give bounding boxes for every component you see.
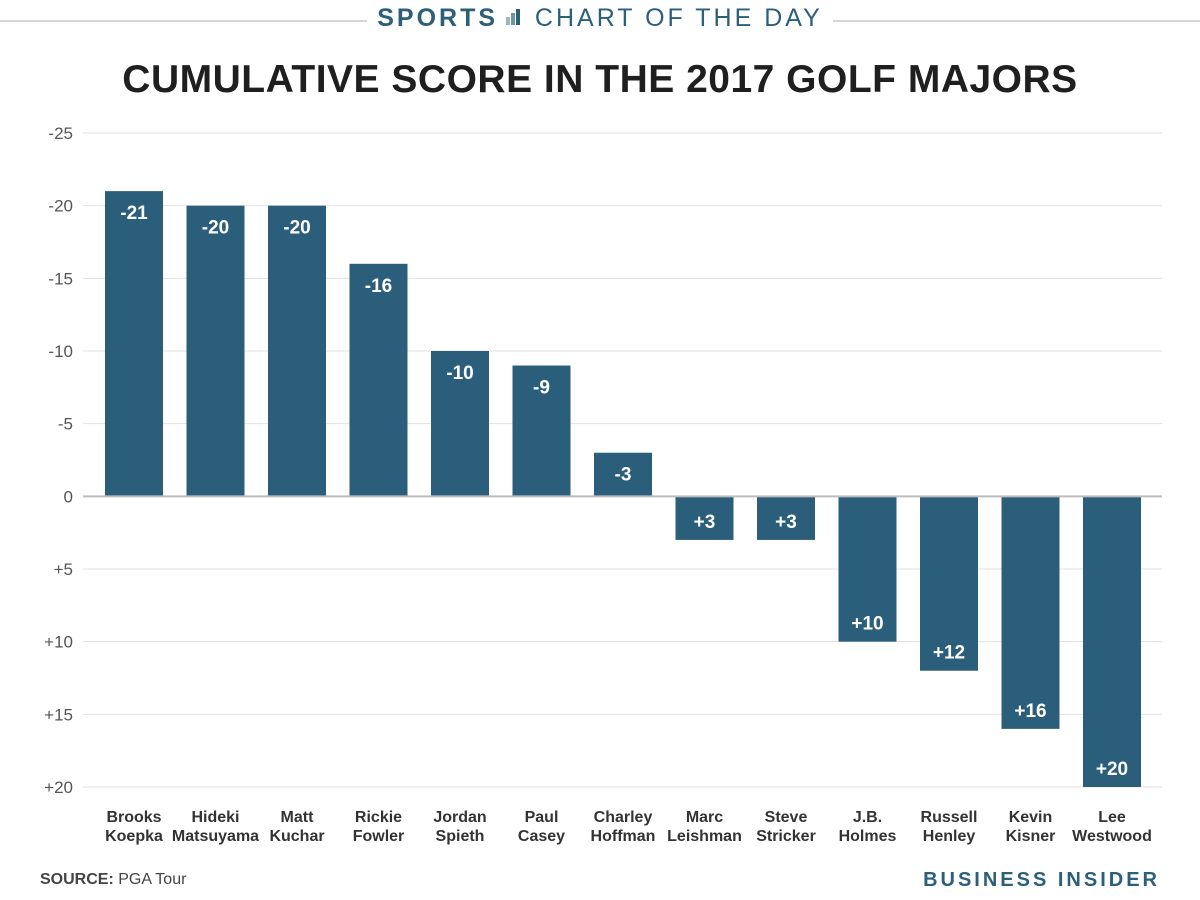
- bar: [920, 496, 978, 671]
- x-category-label: Hideki: [191, 809, 239, 826]
- bar: [512, 365, 571, 497]
- x-category-label: Spieth: [436, 828, 485, 845]
- bar: [431, 351, 489, 497]
- labels-layer: -25 -20 -15 -10 -5 0 +5 +10 +15 +20 -21 Brooks Koepk…: [44, 124, 1152, 845]
- x-category-label: Matsuyama: [172, 828, 259, 845]
- y-tick-label: 0: [64, 487, 73, 506]
- x-category-label: Paul: [525, 809, 559, 826]
- x-category-label: Westwood: [1072, 828, 1152, 845]
- bar-value-label: +3: [775, 512, 797, 533]
- bar-value-label: -16: [365, 276, 392, 297]
- bar-value-label: -10: [446, 363, 473, 384]
- bar-value-label: -3: [615, 465, 632, 486]
- bar-chart-icon: [506, 7, 524, 30]
- bar-value-label: -20: [283, 218, 310, 239]
- y-tick-label: -15: [48, 269, 73, 288]
- x-category-label: Koepka: [105, 828, 163, 845]
- x-category-label: Stricker: [756, 828, 816, 845]
- bar: [838, 496, 897, 642]
- bar: [1001, 496, 1060, 729]
- x-category-label: Jordan: [433, 809, 486, 826]
- x-category-label: Holmes: [839, 828, 897, 845]
- x-category-label: Lee: [1098, 809, 1126, 826]
- x-category-label: Charley: [594, 809, 653, 826]
- bar-value-label: +10: [851, 614, 883, 635]
- x-category-label: Brooks: [106, 809, 161, 826]
- x-category-label: Fowler: [353, 828, 405, 845]
- x-category-label: Russell: [921, 809, 978, 826]
- y-tick-label: -25: [48, 124, 73, 143]
- bar-value-label: +12: [933, 643, 965, 664]
- y-tick-label: -20: [48, 197, 73, 216]
- x-category-label: Kisner: [1006, 828, 1056, 845]
- source-note: SOURCE: PGA Tour: [40, 871, 186, 889]
- x-category-label: Casey: [518, 828, 565, 845]
- x-category-label: Kuchar: [269, 828, 324, 845]
- bar: [268, 205, 326, 497]
- bar: [675, 496, 734, 540]
- chart-title: CUMULATIVE SCORE IN THE 2017 GOLF MAJORS: [122, 58, 1078, 101]
- x-category-label: Kevin: [1009, 809, 1053, 826]
- y-tick-label: +20: [44, 778, 73, 797]
- y-tick-label: +15: [44, 705, 73, 724]
- bar: [105, 191, 163, 497]
- bar: [757, 496, 815, 540]
- source-label: SOURCE:: [40, 871, 114, 888]
- bar-value-label: -9: [533, 378, 550, 399]
- x-category-label: Steve: [765, 809, 808, 826]
- bar: [349, 263, 408, 497]
- sports-label: SPORTS: [377, 4, 499, 32]
- x-category-label: Rickie: [355, 809, 402, 826]
- x-category-label: Hoffman: [591, 828, 656, 845]
- y-tick-label: -10: [48, 342, 73, 361]
- x-category-label: Marc: [686, 809, 723, 826]
- x-category-label: J.B.: [853, 809, 882, 826]
- header-rule-left: [0, 20, 372, 22]
- y-tick-label: +10: [44, 633, 73, 652]
- x-category-label: Matt: [281, 809, 315, 826]
- bar-value-label: +20: [1096, 759, 1128, 780]
- x-category-label: Leishman: [667, 828, 742, 845]
- bar: [186, 205, 245, 497]
- chart-of-the-day-label: CHART OF THE DAY: [534, 4, 823, 32]
- y-tick-label: -5: [58, 415, 73, 434]
- header-rule-right: [826, 20, 1200, 22]
- x-category-label: Henley: [923, 828, 976, 845]
- bar: [594, 452, 652, 497]
- brand-logo: BUSINESS INSIDER: [923, 869, 1160, 891]
- bar-value-label: -21: [120, 203, 148, 224]
- bars-layer: [105, 191, 1141, 787]
- y-tick-label: +5: [54, 560, 73, 579]
- bar-value-label: +3: [694, 512, 716, 533]
- bar-value-label: +16: [1014, 701, 1046, 722]
- bar: [1083, 496, 1141, 787]
- source-value: PGA Tour: [118, 871, 187, 888]
- grid-layer: [83, 132, 1162, 788]
- chart-header: SPORTS CHART OF THE DAY: [0, 4, 1200, 38]
- bar-value-label: -20: [202, 218, 229, 239]
